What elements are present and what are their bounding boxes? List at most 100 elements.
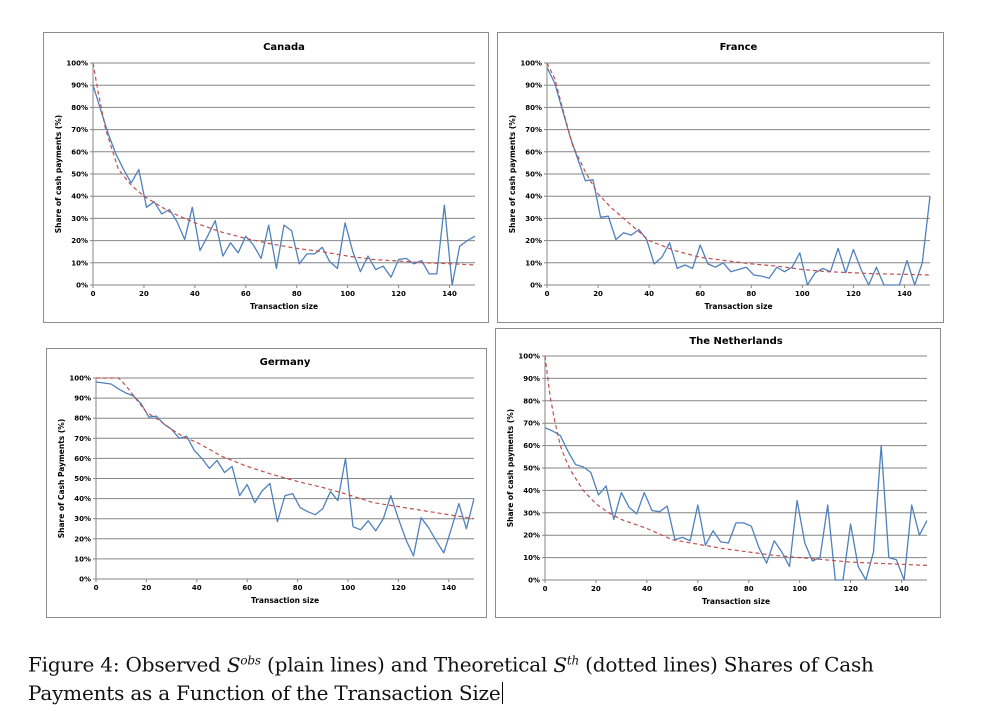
figure-caption: Figure 4: Observed Sobs (plain lines) an… bbox=[28, 646, 958, 707]
y-tick-label: 30% bbox=[71, 215, 88, 223]
x-tick-label: 40 bbox=[644, 290, 654, 298]
y-tick-label: 40% bbox=[74, 495, 91, 503]
y-tick-label: 40% bbox=[525, 193, 542, 201]
y-tick-label: 100% bbox=[518, 353, 540, 361]
x-tick-label: 140 bbox=[897, 290, 912, 298]
x-tick-label: 60 bbox=[693, 585, 703, 593]
y-tick-label: 50% bbox=[523, 465, 540, 473]
x-tick-label: 100 bbox=[340, 290, 355, 298]
chart-canada: Canada 0% 10% 20% 30% 40% 50% 60% 70% 80% 90% 100% 0… bbox=[54, 42, 476, 311]
y-tick-label: 60% bbox=[71, 148, 88, 156]
y-tick-label: 10% bbox=[71, 259, 88, 267]
chart-title: Canada bbox=[263, 42, 305, 53]
chart-netherlands: The Netherlands 0% 10% 20% 30% 40% 50% 60% 70% 80… bbox=[506, 336, 928, 606]
x-tick-label: 100 bbox=[341, 584, 356, 592]
caption-text-2: (plain lines) and Theoretical bbox=[260, 652, 554, 677]
y-tick-label: 20% bbox=[525, 237, 542, 245]
y-tick-label: 10% bbox=[523, 554, 540, 562]
y-axis-label: Share of cash payments (%) bbox=[508, 115, 517, 234]
chart-frame-france bbox=[497, 32, 944, 323]
y-tick-label: 0% bbox=[528, 577, 540, 585]
chart-title: Germany bbox=[260, 357, 311, 368]
x-tick-label: 60 bbox=[241, 290, 251, 298]
y-tick-label: 100% bbox=[66, 60, 88, 68]
y-tick-label: 50% bbox=[525, 171, 542, 179]
y-tick-label: 80% bbox=[523, 397, 540, 405]
y-tick-label: 20% bbox=[71, 237, 88, 245]
x-tick-label: 60 bbox=[695, 290, 705, 298]
chart-frame-germany bbox=[46, 348, 487, 618]
y-tick-label: 10% bbox=[74, 555, 91, 563]
x-tick-label: 100 bbox=[795, 290, 810, 298]
observed-series-line bbox=[92, 85, 476, 286]
y-tick-label: 30% bbox=[525, 215, 542, 223]
y-tick-label: 60% bbox=[74, 455, 91, 463]
x-tick-label: 20 bbox=[139, 290, 149, 298]
x-tick-label: 0 bbox=[94, 584, 99, 592]
y-tick-label: 0% bbox=[79, 576, 91, 584]
y-tick-label: 100% bbox=[69, 375, 91, 383]
y-tick-label: 50% bbox=[71, 171, 88, 179]
x-tick-label: 140 bbox=[442, 290, 457, 298]
y-tick-label: 30% bbox=[523, 509, 540, 517]
x-axis-label: Transaction size bbox=[704, 302, 772, 311]
x-tick-label: 100 bbox=[792, 585, 807, 593]
y-tick-label: 20% bbox=[74, 535, 91, 543]
chart-title: The Netherlands bbox=[689, 336, 782, 347]
y-axis-label: Share of cash payments (%) bbox=[54, 115, 63, 234]
x-tick-label: 80 bbox=[292, 290, 302, 298]
x-tick-label: 80 bbox=[746, 290, 756, 298]
x-tick-label: 0 bbox=[91, 290, 96, 298]
theoretical-series-line bbox=[544, 355, 928, 566]
y-tick-label: 80% bbox=[74, 415, 91, 423]
y-tick-label: 70% bbox=[525, 126, 542, 134]
y-tick-label: 70% bbox=[71, 126, 88, 134]
y-tick-label: 80% bbox=[525, 104, 542, 112]
y-tick-label: 90% bbox=[71, 82, 88, 90]
caption-symbol-th: Sth bbox=[553, 652, 579, 677]
x-tick-label: 120 bbox=[846, 290, 861, 298]
y-tick-label: 30% bbox=[74, 515, 91, 523]
observed-series-line bbox=[95, 381, 475, 557]
y-tick-label: 90% bbox=[525, 82, 542, 90]
chart-frame-netherlands bbox=[495, 328, 941, 618]
chart-title: France bbox=[720, 42, 758, 53]
y-tick-label: 40% bbox=[71, 193, 88, 201]
x-tick-label: 140 bbox=[441, 584, 456, 592]
y-tick-label: 70% bbox=[523, 420, 540, 428]
y-tick-label: 90% bbox=[74, 395, 91, 403]
caption-symbol-obs: Sobs bbox=[226, 652, 261, 677]
y-tick-label: 60% bbox=[525, 148, 542, 156]
x-tick-label: 120 bbox=[391, 584, 406, 592]
caption-label: Figure 4: bbox=[28, 652, 120, 677]
x-tick-label: 0 bbox=[545, 290, 550, 298]
theoretical-series-line bbox=[546, 62, 931, 276]
caption-text-3: (dotted lines) Shares of Cash Payments a… bbox=[28, 652, 874, 705]
y-tick-label: 20% bbox=[523, 532, 540, 540]
x-tick-label: 0 bbox=[543, 585, 548, 593]
theoretical-series-line bbox=[92, 62, 476, 266]
y-tick-label: 50% bbox=[74, 475, 91, 483]
observed-series-line bbox=[544, 427, 928, 581]
x-tick-label: 20 bbox=[591, 585, 601, 593]
y-axis-label: Share of Cash Payments (%) bbox=[57, 419, 66, 539]
chart-germany: Germany 0% 10% 20% 30% 40% 50% 60% 70% 80% 90% 100%… bbox=[57, 357, 475, 605]
y-tick-label: 70% bbox=[74, 435, 91, 443]
x-axis-label: Transaction size bbox=[251, 596, 319, 605]
caption-text-1: Observed bbox=[119, 652, 227, 677]
x-tick-label: 120 bbox=[843, 585, 858, 593]
x-axis-label: Transaction size bbox=[702, 597, 770, 606]
y-axis-label: Share of cash payments (%) bbox=[506, 409, 515, 528]
text-cursor bbox=[501, 681, 503, 704]
x-tick-label: 40 bbox=[192, 584, 202, 592]
x-tick-label: 120 bbox=[391, 290, 406, 298]
y-tick-label: 40% bbox=[523, 487, 540, 495]
y-tick-label: 10% bbox=[525, 259, 542, 267]
x-tick-label: 140 bbox=[894, 585, 909, 593]
x-tick-label: 20 bbox=[142, 584, 152, 592]
y-tick-label: 0% bbox=[530, 282, 542, 290]
x-tick-label: 80 bbox=[293, 584, 303, 592]
theoretical-series-line bbox=[96, 377, 475, 520]
x-tick-label: 60 bbox=[242, 584, 252, 592]
y-tick-label: 0% bbox=[76, 282, 88, 290]
